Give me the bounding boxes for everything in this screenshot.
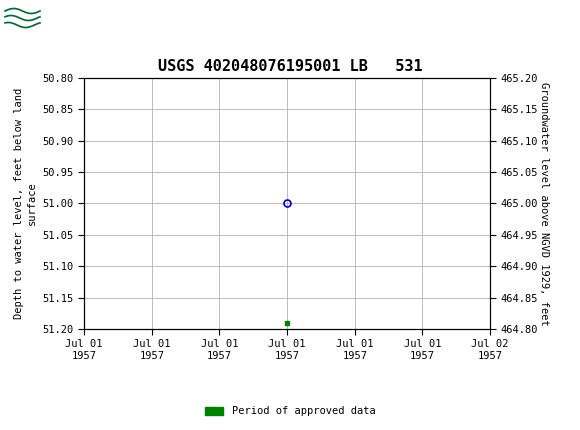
- FancyBboxPatch shape: [4, 4, 42, 32]
- Y-axis label: Groundwater level above NGVD 1929, feet: Groundwater level above NGVD 1929, feet: [539, 82, 549, 326]
- Y-axis label: Depth to water level, feet below land
surface: Depth to water level, feet below land su…: [14, 88, 37, 319]
- Text: USGS: USGS: [46, 10, 93, 25]
- Legend: Period of approved data: Period of approved data: [201, 402, 379, 421]
- Text: USGS 402048076195001 LB   531: USGS 402048076195001 LB 531: [158, 59, 422, 74]
